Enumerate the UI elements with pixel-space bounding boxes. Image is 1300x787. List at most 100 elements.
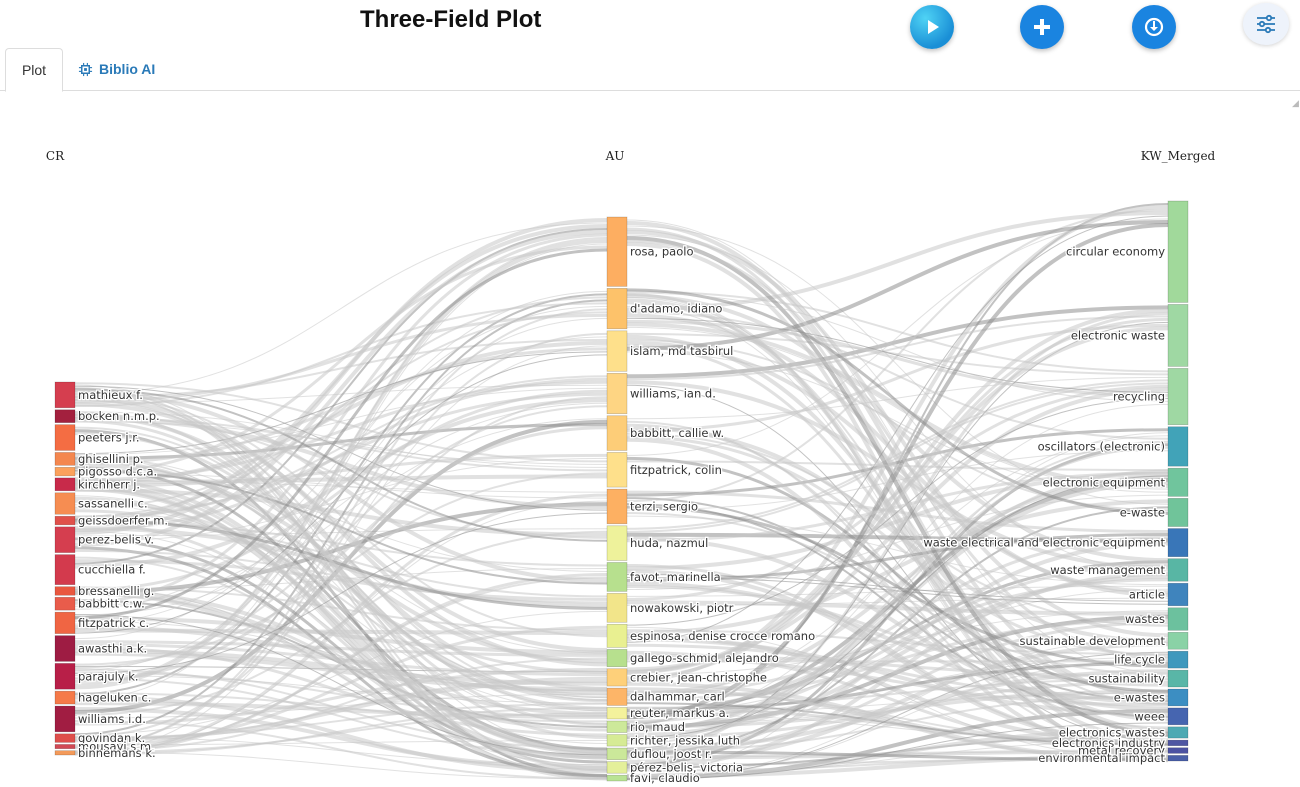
sankey-link[interactable] bbox=[74, 706, 608, 756]
sankey-node[interactable] bbox=[1167, 582, 1189, 607]
sankey-link[interactable] bbox=[626, 597, 1169, 606]
sankey-node[interactable] bbox=[606, 525, 628, 561]
sankey-link[interactable] bbox=[74, 487, 608, 771]
sankey-link[interactable] bbox=[626, 293, 1169, 563]
sankey-link[interactable] bbox=[626, 499, 1169, 636]
sankey-link[interactable] bbox=[626, 651, 1169, 780]
sankey-node[interactable] bbox=[606, 288, 628, 330]
sankey-link[interactable] bbox=[626, 384, 1169, 601]
sankey-link[interactable] bbox=[626, 471, 1169, 543]
sankey-link[interactable] bbox=[74, 592, 608, 732]
sankey-link[interactable] bbox=[74, 504, 608, 712]
sankey-node[interactable] bbox=[1167, 632, 1189, 650]
sankey-link[interactable] bbox=[74, 402, 608, 653]
sankey-link[interactable] bbox=[74, 396, 608, 667]
sankey-link[interactable] bbox=[626, 515, 1169, 586]
sankey-node[interactable] bbox=[606, 562, 628, 592]
sankey-node[interactable] bbox=[54, 467, 76, 477]
sankey-link[interactable] bbox=[74, 302, 608, 407]
sankey-link[interactable] bbox=[74, 313, 608, 403]
sankey-link[interactable] bbox=[74, 340, 608, 486]
sankey-node[interactable] bbox=[606, 668, 628, 687]
sankey-link[interactable] bbox=[74, 692, 608, 723]
sankey-link[interactable] bbox=[626, 750, 1169, 762]
sankey-link[interactable] bbox=[626, 290, 1169, 373]
add-button[interactable] bbox=[1020, 5, 1064, 49]
sankey-link[interactable] bbox=[74, 411, 608, 468]
sankey-node[interactable] bbox=[54, 409, 76, 423]
sankey-node[interactable] bbox=[54, 733, 76, 743]
sankey-node[interactable] bbox=[606, 415, 628, 451]
sankey-link[interactable] bbox=[626, 581, 1169, 705]
sankey-link[interactable] bbox=[74, 248, 608, 620]
sankey-link[interactable] bbox=[74, 457, 608, 543]
sankey-link[interactable] bbox=[626, 621, 1169, 757]
sankey-link[interactable] bbox=[74, 651, 608, 692]
sankey-link[interactable] bbox=[626, 403, 1169, 723]
sankey-link[interactable] bbox=[74, 347, 608, 466]
sankey-link[interactable] bbox=[626, 397, 1169, 626]
sankey-link[interactable] bbox=[626, 541, 1169, 757]
sankey-link[interactable] bbox=[626, 313, 1169, 598]
sankey-node[interactable] bbox=[1167, 426, 1189, 467]
sankey-link[interactable] bbox=[626, 221, 1169, 701]
sankey-link[interactable] bbox=[74, 419, 608, 726]
sankey-node[interactable] bbox=[54, 515, 76, 526]
sankey-node[interactable] bbox=[1167, 467, 1189, 497]
sankey-node[interactable] bbox=[1167, 747, 1189, 754]
sankey-node[interactable] bbox=[1167, 755, 1189, 762]
sankey-node[interactable] bbox=[54, 477, 76, 492]
sankey-node[interactable] bbox=[54, 452, 76, 466]
sankey-link[interactable] bbox=[74, 518, 608, 610]
sankey-node[interactable] bbox=[1167, 739, 1189, 747]
sankey-link[interactable] bbox=[626, 494, 1169, 590]
sankey-link[interactable] bbox=[626, 532, 1169, 543]
sankey-node[interactable] bbox=[1167, 669, 1189, 688]
sankey-link[interactable] bbox=[626, 722, 1169, 780]
sankey-link[interactable] bbox=[626, 450, 1169, 511]
sankey-link[interactable] bbox=[74, 474, 608, 485]
sankey-node[interactable] bbox=[54, 705, 76, 733]
sankey-link[interactable] bbox=[74, 385, 608, 511]
sankey-link[interactable] bbox=[626, 376, 1169, 420]
tab-plot[interactable]: Plot bbox=[5, 48, 63, 92]
download-button[interactable] bbox=[1132, 5, 1176, 49]
sankey-link[interactable] bbox=[74, 502, 608, 595]
sankey-link[interactable] bbox=[626, 315, 1169, 381]
sankey-node[interactable] bbox=[1167, 558, 1189, 582]
sankey-node[interactable] bbox=[606, 747, 628, 760]
sankey-link[interactable] bbox=[74, 338, 608, 398]
sankey-node[interactable] bbox=[54, 663, 76, 690]
sankey-link[interactable] bbox=[626, 637, 1169, 716]
sankey-link[interactable] bbox=[74, 233, 608, 605]
sankey-node[interactable] bbox=[606, 593, 628, 623]
sankey-node[interactable] bbox=[54, 554, 76, 585]
sankey-link[interactable] bbox=[74, 392, 608, 519]
sankey-node[interactable] bbox=[1167, 304, 1189, 367]
sankey-node[interactable] bbox=[606, 372, 628, 415]
sankey-link[interactable] bbox=[74, 402, 608, 607]
sankey-link[interactable] bbox=[626, 432, 1169, 627]
sankey-link[interactable] bbox=[626, 220, 1169, 351]
sankey-link[interactable] bbox=[74, 222, 608, 395]
sankey-link[interactable] bbox=[626, 319, 1169, 397]
resize-handle[interactable]: ◢ bbox=[1292, 98, 1299, 108]
sankey-link[interactable] bbox=[74, 521, 608, 760]
sankey-node[interactable] bbox=[54, 526, 76, 553]
sankey-link[interactable] bbox=[74, 230, 608, 547]
sankey-node[interactable] bbox=[1167, 498, 1189, 527]
sankey-link[interactable] bbox=[74, 398, 608, 569]
sankey-link[interactable] bbox=[74, 671, 608, 718]
settings-button[interactable] bbox=[1243, 3, 1289, 45]
sankey-node[interactable] bbox=[54, 424, 76, 451]
sankey-link[interactable] bbox=[74, 576, 608, 753]
sankey-link[interactable] bbox=[626, 292, 1169, 402]
sankey-node[interactable] bbox=[1167, 688, 1189, 707]
sankey-node[interactable] bbox=[606, 687, 628, 706]
sankey-link[interactable] bbox=[74, 405, 608, 669]
sankey-link[interactable] bbox=[74, 702, 608, 739]
sankey-link[interactable] bbox=[626, 242, 1169, 763]
sankey-link[interactable] bbox=[74, 416, 608, 472]
sankey-node[interactable] bbox=[606, 649, 628, 668]
sankey-link[interactable] bbox=[74, 586, 608, 632]
